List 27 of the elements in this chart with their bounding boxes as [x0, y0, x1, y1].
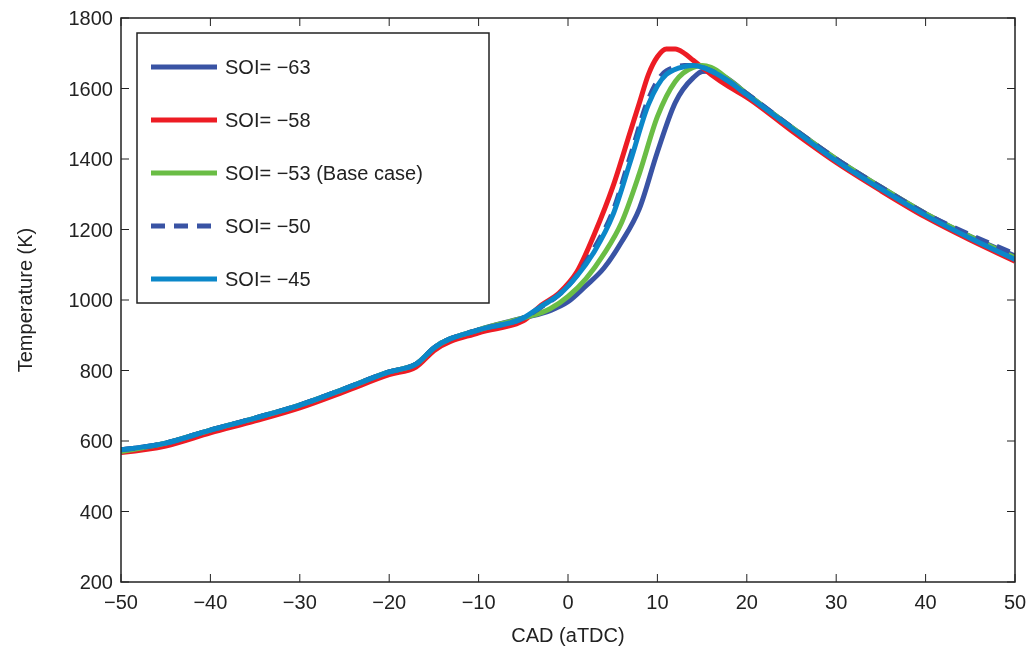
legend-label: SOI= −58 — [225, 109, 311, 131]
x-axis-title: CAD (aTDC) — [511, 624, 625, 646]
x-tick-label: 50 — [1003, 591, 1027, 613]
x-tick-label: 40 — [914, 591, 937, 613]
legend-label: SOI= −53 (Base case) — [225, 162, 423, 184]
legend-label: SOI= −50 — [225, 215, 311, 237]
y-tick-label: 1000 — [68, 289, 113, 311]
x-tick-label: −50 — [104, 591, 138, 613]
y-tick-label: 600 — [79, 430, 113, 452]
x-tick-label: 30 — [825, 591, 848, 613]
y-tick-label: 200 — [79, 571, 113, 593]
x-tick-label: 20 — [735, 591, 758, 613]
y-tick-label: 1400 — [68, 148, 113, 170]
y-axis-title: Temperature (K) — [14, 227, 36, 373]
y-tick-label: 1600 — [68, 77, 113, 100]
x-tick-label: 0 — [562, 591, 574, 613]
x-tick-label: −20 — [372, 591, 407, 613]
x-tick-label: −30 — [282, 591, 317, 613]
x-tick-label: −10 — [461, 591, 496, 613]
y-tick-label: 400 — [79, 500, 113, 523]
y-tick-label: 1800 — [68, 7, 113, 29]
y-tick-label: 800 — [79, 359, 113, 382]
x-tick-label: −40 — [193, 591, 228, 613]
y-tick-label: 1200 — [68, 218, 113, 241]
x-tick-label: 10 — [646, 591, 669, 613]
legend-label: SOI= −45 — [225, 268, 311, 290]
legend-label: SOI= −63 — [225, 56, 311, 78]
